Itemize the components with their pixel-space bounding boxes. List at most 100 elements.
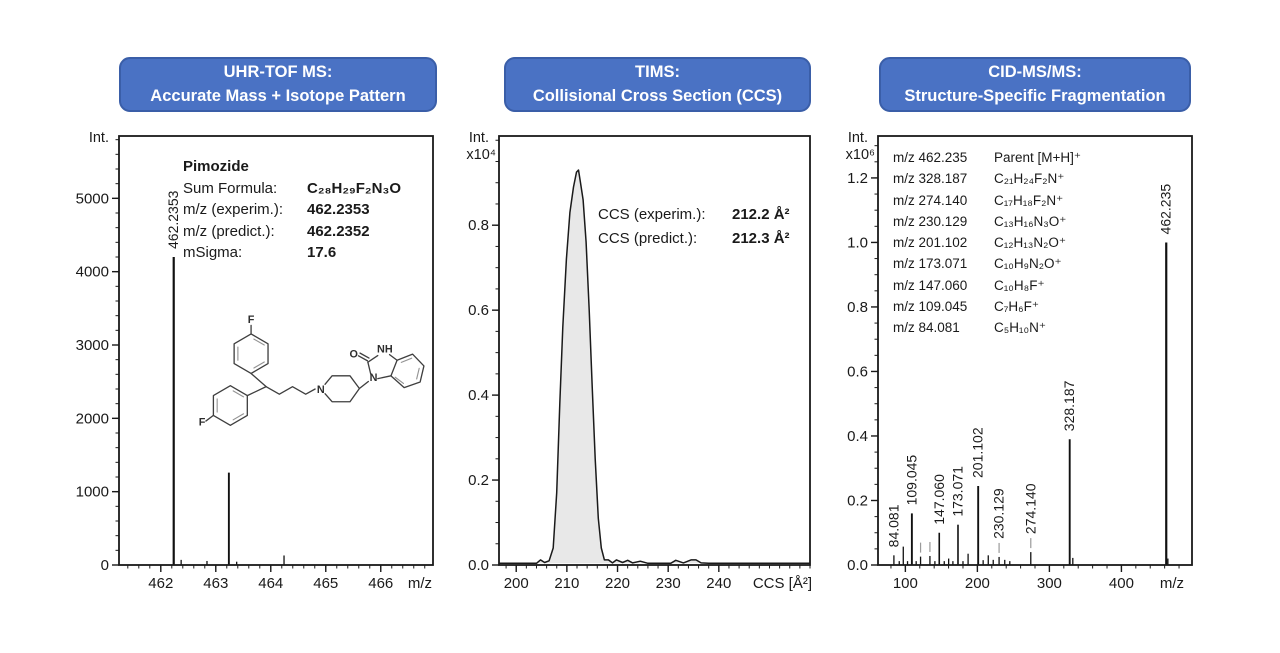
peak-label: 201.102 [970, 427, 986, 478]
panel-header-tims-line2: Collisional Cross Section (CCS) [532, 86, 783, 105]
y-axis-label: Int. [848, 130, 868, 146]
ccs-info-row-value: 212.3 Å² [732, 230, 790, 247]
x-axis-label: m/z [1160, 575, 1184, 592]
y-tick-label: 0.4 [847, 428, 868, 445]
y-tick-label: 0.2 [847, 492, 868, 509]
x-tick-label: 400 [1109, 575, 1134, 592]
x-tick-label: 464 [258, 575, 283, 592]
structure-aromatic-bonds [216, 338, 420, 421]
y-tick-label: 0.4 [468, 387, 489, 404]
fragment-row: m/z 462.235 Parent [M+H]⁺ [893, 147, 1081, 168]
x-tick-label: 200 [965, 575, 990, 592]
atom-label-nh: NH [377, 343, 393, 355]
ccs-info-row-value: 212.2 Å² [732, 206, 790, 223]
fragment-row-label: m/z 173.071 [893, 256, 968, 272]
fragment-row: m/z 274.140 C₁₇H₁₈F₂N⁺ [893, 190, 1081, 211]
compound-info: Pimozide Sum Formula: C₂₈H₂₉F₂N₃O m/z (exp… [183, 156, 401, 264]
tims-ccs-plot: 200 210 220 230 240 CCS [Å²] 0.0 0.2 0.4 0.6 0.8 In… [466, 130, 812, 592]
panel-header-uhrtof-line1: UHR-TOF MS: [223, 63, 333, 82]
y-tick-label: 2000 [76, 410, 109, 427]
compound-info-row-label: mSigma: [183, 244, 243, 261]
atom-label-oxygen-carbonyl: O [350, 348, 358, 360]
compound-info-row-value: C₂₈H₂₉F₂N₃O [307, 179, 402, 197]
x-tick-label: 463 [203, 575, 228, 592]
compound-info-row-value: 462.2353 [307, 201, 370, 218]
compound-info-row: m/z (predict.): 462.2352 [183, 221, 401, 243]
peak-label: 173.071 [949, 466, 965, 517]
fragment-row-label: m/z 328.187 [893, 171, 968, 187]
fragment-row-label: m/z 201.102 [893, 235, 968, 251]
panel-header-uhrtof-line2: Accurate Mass + Isotope Pattern [150, 86, 406, 105]
y-tick-label: 1.0 [847, 234, 868, 251]
compound-name: Pimozide [183, 158, 249, 175]
fragment-row-value: C₅H₁₀N⁺ [994, 320, 1046, 336]
y-axis-scale-label: x10⁶ [846, 147, 875, 163]
x-tick-label: 462 [148, 575, 173, 592]
atom-label-fluorine-top: F [248, 314, 255, 326]
y-tick-label: 0.6 [847, 363, 868, 380]
mobilogram-curve [499, 169, 810, 565]
fragment-row: m/z 84.081 C₅H₁₀N⁺ [893, 317, 1081, 338]
ccs-annotation-rows: CCS (experim.): 212.2 Å² CCS (predict.): 21… [598, 203, 790, 251]
plot-border [118, 135, 434, 566]
ccs-info-row: CCS (predict.): 212.3 Å² [598, 227, 790, 251]
atom-label-nitrogen-benzimidazolone: N [370, 372, 378, 384]
compound-info-row: mSigma: 17.6 [183, 242, 401, 264]
x-tick-label: 200 [504, 575, 529, 592]
structure-bonds [205, 324, 425, 426]
chemical-structure: F F N O NH N [199, 314, 425, 429]
ccs-info-row-label: CCS (experim.): [598, 206, 706, 223]
x-tick-label: 465 [313, 575, 338, 592]
compound-info-row: m/z (experim.): 462.2353 [183, 199, 401, 221]
y-tick-label: 0.6 [468, 302, 489, 319]
x-tick-label: 230 [656, 575, 681, 592]
fragment-row-value: C₁₃H₁₆N₃O⁺ [994, 213, 1067, 229]
fragment-row-label: m/z 84.081 [893, 320, 960, 336]
compound-info-row: Sum Formula: C₂₈H₂₉F₂N₃O [183, 178, 401, 200]
fragment-row-value: C₂₁H₂₄F₂N⁺ [994, 171, 1065, 187]
atom-label-fluorine-bottom: F [199, 417, 206, 429]
panel-header-tims: TIMS: Collisional Cross Section (CCS) [504, 57, 811, 112]
fragment-row: m/z 147.060 C₁₀H₈F⁺ [893, 275, 1081, 296]
compound-info-rows: Sum Formula: C₂₈H₂₉F₂N₃O m/z (experim.): 46… [183, 178, 401, 264]
fragment-row-value: C₁₀H₉N₂O⁺ [994, 256, 1062, 272]
x-tick-label: 100 [893, 575, 918, 592]
ccs-annotation: CCS (experim.): 212.2 Å² CCS (predict.): 21… [598, 203, 790, 251]
compound-info-row-value: 462.2352 [307, 222, 370, 240]
fragment-table: m/z 462.235 Parent [M+H]⁺ m/z 328.187 C₂₁H₂… [893, 147, 1081, 339]
ccs-info-row: CCS (experim.): 212.2 Å² [598, 203, 790, 227]
fragment-row: m/z 173.071 C₁₀H₉N₂O⁺ [893, 253, 1081, 274]
uhrtof-spectrum-plot: 462 463 464 465 466 m/z 0 1000 2000 3000 4000 5000 I… [76, 130, 434, 592]
peak-label: 84.081 [885, 504, 901, 547]
plot-border [498, 135, 811, 566]
panel-header-tims-line1: TIMS: [635, 63, 680, 82]
fragment-row-label: m/z 274.140 [893, 192, 968, 208]
compound-info-row-label: m/z (experim.): [183, 201, 284, 218]
compound-info-row-value: 17.6 [307, 244, 337, 261]
atom-label-nitrogen-piperidine: N [317, 384, 325, 396]
panel-header-uhrtof: UHR-TOF MS: Accurate Mass + Isotope Patt… [119, 57, 437, 112]
fragment-row-value: C₁₂H₁₃N₂O⁺ [994, 235, 1066, 251]
peak-label: 147.060 [931, 474, 947, 525]
x-tick-label: 466 [368, 575, 393, 592]
y-tick-label: 5000 [76, 190, 109, 207]
cid-msms-plot: 100 200 300 400 m/z 0.0 0.2 0.4 0.6 0.8 1.0 1.2 Int.… [846, 130, 1193, 592]
y-tick-label: 0.8 [847, 299, 868, 316]
peak-label: 109.045 [903, 455, 919, 506]
y-tick-label: 1000 [76, 484, 109, 501]
panel-header-cid-line2: Structure-Specific Fragmentation [904, 86, 1166, 105]
y-tick-label: 0.0 [468, 557, 489, 574]
panel-header-cid-line1: CID-MS/MS: [988, 63, 1082, 82]
x-tick-label: 240 [706, 575, 731, 592]
x-tick-label: 300 [1037, 575, 1062, 592]
y-tick-label: 4000 [76, 264, 109, 281]
ccs-info-row-label: CCS (predict.): [598, 230, 698, 247]
y-tick-label: 1.2 [847, 170, 868, 187]
peak-label: 462.2353 [165, 190, 181, 249]
y-axis-scale-label: x10⁴ [466, 147, 496, 163]
fragment-row: m/z 230.129 C₁₃H₁₆N₃O⁺ [893, 211, 1081, 232]
compound-info-row-label: Sum Formula: [183, 179, 278, 197]
plot-border [877, 135, 1193, 566]
y-axis-label: Int. [469, 130, 489, 146]
